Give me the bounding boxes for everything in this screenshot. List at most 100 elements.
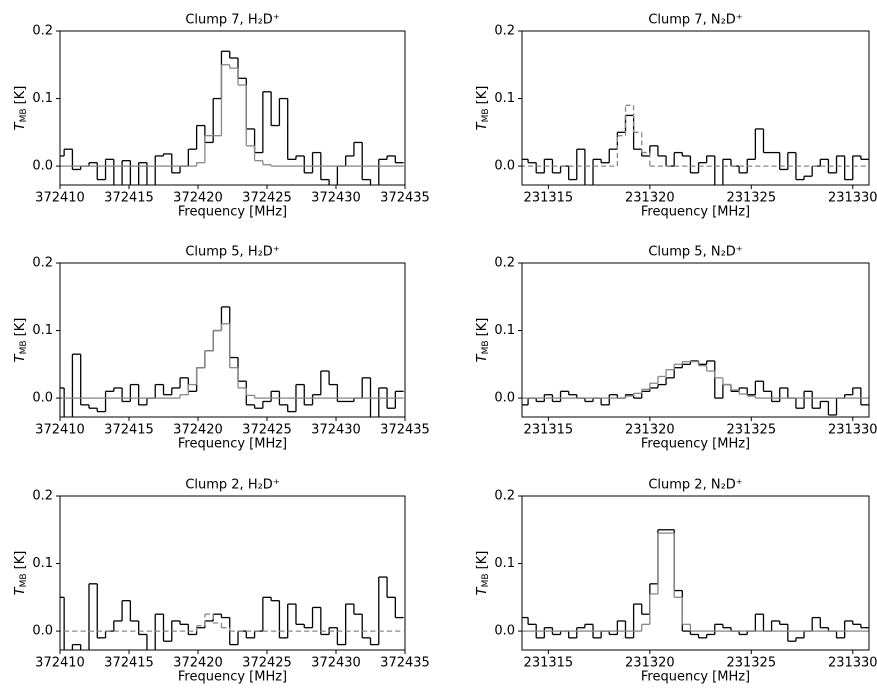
x-tick-label: 372425 xyxy=(242,423,292,438)
x-tick-label: 372435 xyxy=(380,656,430,671)
y-label-subscript: MB xyxy=(19,108,29,122)
y-tick-label: 0.2 xyxy=(494,24,515,39)
y-tick-label: 0.0 xyxy=(32,159,53,174)
x-tick-label: 372415 xyxy=(104,191,154,206)
x-tick-label: 231320 xyxy=(625,191,675,206)
y-label-symbol: T xyxy=(475,586,490,595)
x-axis-label: Frequency [MHz] xyxy=(178,670,287,685)
x-tick-label: 372435 xyxy=(380,423,430,438)
x-tick-label: 372410 xyxy=(35,656,85,671)
plot-area xyxy=(522,104,869,185)
x-tick-label: 372430 xyxy=(311,423,361,438)
plot-area xyxy=(60,576,404,650)
x-axis-label: Frequency [MHz] xyxy=(178,205,287,220)
x-tick-label: 372425 xyxy=(242,656,292,671)
y-tick-label: 0.0 xyxy=(494,624,515,639)
y-tick-label: 0.1 xyxy=(32,323,53,338)
y-label-subscript: MB xyxy=(481,573,491,587)
x-tick-label: 231330 xyxy=(828,191,877,206)
axes-frame xyxy=(521,30,870,186)
x-tick-label: 372420 xyxy=(173,423,223,438)
panel-title: Clump 2, N₂D⁺ xyxy=(648,478,742,493)
y-axis-label: TMB [K] xyxy=(13,551,29,596)
panel-title: Clump 2, H₂D⁺ xyxy=(185,478,279,493)
x-axis-label: Frequency [MHz] xyxy=(178,437,287,452)
x-axis-label: Frequency [MHz] xyxy=(641,670,750,685)
y-tick-label: 0.2 xyxy=(32,256,53,271)
y-tick-label: 0.1 xyxy=(494,91,515,106)
y-tick-label: 0.0 xyxy=(494,391,515,406)
panel: 231315 231320 231325 231330 0.0 0.1 0.2 Clump 7… xyxy=(475,13,877,220)
y-label-symbol: T xyxy=(475,353,490,362)
x-tick-label: 231325 xyxy=(726,423,776,438)
x-tick-label: 372420 xyxy=(173,191,223,206)
y-tick-label: 0.0 xyxy=(32,391,53,406)
y-label-unit: [K] xyxy=(475,86,490,105)
y-label-symbol: T xyxy=(475,121,490,130)
y-axis-label: TMB [K] xyxy=(475,551,491,596)
x-tick-label: 231315 xyxy=(524,656,574,671)
x-axis-label: Frequency [MHz] xyxy=(641,437,750,452)
y-tick-label: 0.2 xyxy=(494,256,515,271)
x-tick-label: 231320 xyxy=(625,423,675,438)
y-label-subscript: MB xyxy=(19,340,29,354)
panel-title: Clump 5, N₂D⁺ xyxy=(648,245,742,260)
x-tick-label: 372415 xyxy=(104,423,154,438)
y-tick-label: 0.2 xyxy=(32,24,53,39)
panel: 231315 231320 231325 231330 0.0 0.1 0.2 Clump 5… xyxy=(475,245,877,452)
y-tick-label: 0.0 xyxy=(32,624,53,639)
y-label-unit: [K] xyxy=(475,318,490,337)
x-tick-label: 231330 xyxy=(828,423,877,438)
panel-title: Clump 5, H₂D⁺ xyxy=(185,245,279,260)
x-tick-label: 372410 xyxy=(35,191,85,206)
panel-title: Clump 7, N₂D⁺ xyxy=(648,13,742,28)
x-tick-label: 372425 xyxy=(242,191,292,206)
y-label-unit: [K] xyxy=(13,318,28,337)
x-tick-label: 372430 xyxy=(311,191,361,206)
y-label-symbol: T xyxy=(13,586,28,595)
panel: 231315 231320 231325 231330 0.0 0.1 0.2 Clump 2… xyxy=(475,478,877,685)
plot-area xyxy=(60,50,404,185)
x-tick-label: 231325 xyxy=(726,191,776,206)
y-label-unit: [K] xyxy=(13,86,28,105)
y-tick-label: 0.1 xyxy=(494,323,515,338)
y-tick-label: 0.2 xyxy=(32,489,53,504)
x-tick-label: 372415 xyxy=(104,656,154,671)
x-tick-label: 372420 xyxy=(173,656,223,671)
axes-frame xyxy=(59,495,406,651)
panel-title: Clump 7, H₂D⁺ xyxy=(185,13,279,28)
y-label-subscript: MB xyxy=(481,340,491,354)
y-axis-label: TMB [K] xyxy=(13,86,29,131)
x-tick-label: 372435 xyxy=(380,191,430,206)
y-tick-label: 0.1 xyxy=(32,556,53,571)
plot-area xyxy=(60,306,404,417)
axes-frame xyxy=(521,495,870,651)
plot-area xyxy=(522,529,869,642)
plot-area xyxy=(522,360,869,416)
y-label-symbol: T xyxy=(13,121,28,130)
axes-frame xyxy=(521,262,870,418)
panel: 372410 372415 372420 372425 372430 372435 0.0 0… xyxy=(13,13,430,220)
panel: 372410 372415 372420 372425 372430 372435 0.0 0… xyxy=(13,478,430,685)
x-tick-label: 231315 xyxy=(524,191,574,206)
x-tick-label: 372430 xyxy=(311,656,361,671)
panel: 372410 372415 372420 372425 372430 372435 0.0 0… xyxy=(13,245,430,452)
axes-frame xyxy=(59,30,406,186)
y-tick-label: 0.2 xyxy=(494,489,515,504)
x-tick-label: 372410 xyxy=(35,423,85,438)
y-tick-label: 0.1 xyxy=(494,556,515,571)
y-tick-label: 0.1 xyxy=(32,91,53,106)
x-tick-label: 231320 xyxy=(625,656,675,671)
y-tick-label: 0.0 xyxy=(494,159,515,174)
axes-frame xyxy=(59,262,406,418)
y-label-subscript: MB xyxy=(481,108,491,122)
y-label-unit: [K] xyxy=(475,551,490,570)
x-axis-label: Frequency [MHz] xyxy=(641,205,750,220)
y-axis-label: TMB [K] xyxy=(13,318,29,363)
y-label-subscript: MB xyxy=(19,573,29,587)
x-tick-label: 231330 xyxy=(828,656,877,671)
y-label-symbol: T xyxy=(13,353,28,362)
x-tick-label: 231325 xyxy=(726,656,776,671)
